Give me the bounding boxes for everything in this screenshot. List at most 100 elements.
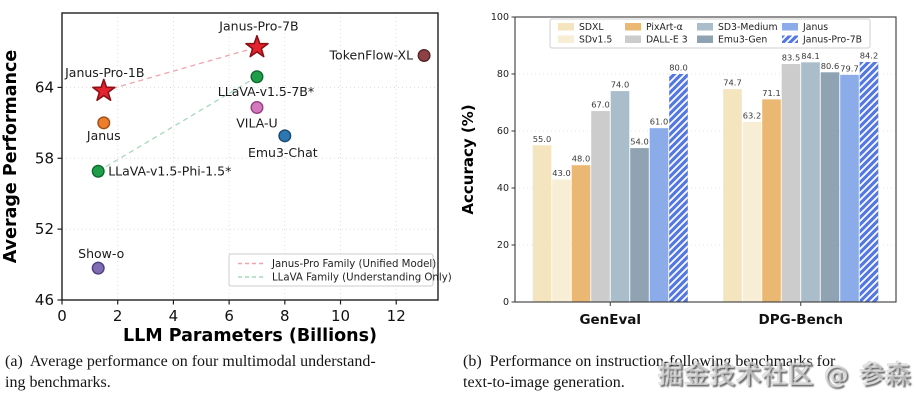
- legend-swatch-pixart-: [625, 23, 641, 31]
- y-tick-label: 0: [503, 297, 509, 308]
- bar-dpg-bench-sd3-medium: [801, 62, 820, 302]
- point-janus-label: Janus: [86, 128, 121, 143]
- watermark: 掘金技术社区 @ 参森: [658, 360, 912, 389]
- legend-label: Emu3-Gen: [718, 35, 767, 46]
- x-tick-label: 6: [224, 307, 234, 325]
- y-tick-label: 40: [497, 183, 509, 194]
- bar-value-label: 55.0: [533, 134, 551, 144]
- scatter-legend: Janus-Pro Family (Unified Model) LLaVA Fa…: [228, 253, 452, 287]
- bar-geneval-sdv1-5: [552, 179, 571, 302]
- bar-value-label: 63.2: [743, 110, 761, 120]
- legend-label: LLaVA Family (Understanding Only): [272, 273, 452, 284]
- bar-chart-instruction-following: 55.0 43.048.0 67.074.0 54.061.0 80.0 74.7 63.2…: [459, 12, 897, 328]
- point-tokenflow-xl-label: TokenFlow-XL: [329, 48, 414, 63]
- bar-geneval-sdxl: [532, 145, 552, 302]
- x-tick-label: 8: [280, 307, 290, 325]
- point-emu3-chat-label: Emu3-Chat: [248, 145, 318, 160]
- legend-box: [228, 253, 434, 287]
- x-tick-label: 10: [331, 307, 350, 325]
- bar-value-label: 43.0: [552, 168, 570, 178]
- plot-border: [61, 12, 439, 301]
- bar-geneval-janus: [649, 128, 669, 302]
- caption-a-line1: (a) Average performance on four multimod…: [5, 353, 376, 370]
- bar-legend: SDXL SDv1.5 PixArt-α DALL-E 3 SD3-Medium Emu3…: [549, 18, 871, 49]
- point-vila-u-label: VILA-U: [236, 115, 277, 130]
- plot-border: [514, 16, 897, 303]
- bar-value-label: 79.7: [840, 63, 858, 73]
- legend-swatch-sd3-medium: [697, 23, 713, 31]
- point-llava-v1-5-phi-1-5-label: LLaVA-v1.5-Phi-1.5*: [108, 163, 231, 178]
- legend-label: SDv1.5: [579, 35, 612, 46]
- point-janus-pro-1b: [92, 78, 116, 102]
- bar-dpg-bench-dall-e-3: [781, 64, 801, 303]
- y-axis-title: Average Performance: [1, 50, 21, 264]
- bar-geneval-janus-pro-7b-hatch: [669, 74, 688, 302]
- bar-value-label: 83.5: [782, 53, 800, 63]
- point-vila-u: [250, 100, 264, 114]
- legend-label: Janus: [802, 22, 828, 33]
- point-show-o-label: Show-o: [78, 246, 124, 261]
- bar-value-label: 80.0: [669, 63, 687, 73]
- legend-label: SDXL: [579, 22, 604, 33]
- legend-label: Janus-Pro-7B: [802, 35, 862, 46]
- panel-b-text-to-image: 55.0 43.0 48.0 67.0 74.0 54.0 61.0 80.0 74.7 63.2…: [458, 0, 916, 407]
- point-janus-pro-7b-label: Janus-Pro-7B: [218, 18, 298, 33]
- bar-dpg-bench-sdxl: [723, 89, 742, 302]
- point-janus: [97, 116, 111, 130]
- y-tick-label: 52: [35, 220, 54, 238]
- bar-geneval-dall-e-3: [591, 111, 610, 302]
- bars: [532, 62, 879, 303]
- axes: 0 20 40 60 80 100 GenEval DPG-Bench: [491, 12, 843, 328]
- x-tick-label: 4: [169, 307, 179, 325]
- data-points: [91, 34, 431, 275]
- family-trend-lines: [97, 46, 258, 172]
- caption-a: (a) Average performance on four multimod…: [5, 351, 455, 393]
- y-tick-label: 46: [35, 291, 54, 309]
- x-tick-label: 2: [113, 307, 123, 325]
- bar-geneval-emu3-gen: [630, 148, 649, 302]
- bar-value-label: 54.0: [630, 137, 648, 147]
- y-tick-label: 64: [35, 78, 54, 96]
- caption-b-line2: text-to-image generation.: [463, 374, 625, 391]
- legend-swatch-sdv1-5: [558, 35, 574, 43]
- point-llava-v1-5-7b: [250, 70, 264, 84]
- bar-value-label: 67.0: [591, 100, 609, 110]
- x-tick-label: 12: [387, 307, 406, 325]
- bar-value-label: 84.2: [860, 51, 878, 61]
- x-tick-label: 0: [57, 307, 67, 325]
- value-labels: 55.0 43.048.0 67.074.0 54.061.0 80.0 74.7 63.2…: [533, 51, 878, 178]
- bar-dpg-bench-sdv1-5: [742, 121, 762, 302]
- y-tick-label: 100: [491, 12, 509, 23]
- bar-dpg-bench-janus: [840, 74, 859, 302]
- panel-a-understanding: 0 2 4 6 8 10 12 46 52 58 64 LLM Parameters (Billion…: [1, 12, 455, 393]
- bar-value-label: 48.0: [572, 154, 590, 164]
- bar-value-label: 84.1: [801, 51, 819, 61]
- bar-dpg-bench-janus-pro-7b-hatch: [859, 62, 879, 302]
- bar-value-label: 61.0: [650, 117, 668, 127]
- legend-label: PixArt-α: [646, 22, 683, 33]
- point-labels: Janus-Pro-7B Janus-Pro-1B TokenFlow-XL LLaV…: [64, 18, 413, 261]
- y-tick-label: 60: [497, 126, 509, 137]
- caption-b-line1: (b) Performance on instruction-following…: [463, 353, 836, 370]
- legend-label: Janus-Pro Family (Unified Model): [271, 259, 436, 270]
- legend-swatch-sdxl: [558, 23, 574, 31]
- point-tokenflow-xl: [417, 49, 431, 63]
- bar-dpg-bench-pixart-: [762, 99, 781, 303]
- bar-geneval-pixart-: [571, 165, 591, 302]
- legend-swatch-emu3-gen: [697, 35, 713, 43]
- y-tick-label: 20: [497, 240, 509, 251]
- bar-value-label: 74.0: [611, 80, 629, 90]
- y-tick-label: 58: [35, 149, 54, 167]
- legend-label: SD3-Medium: [718, 22, 778, 33]
- legend-label: DALL-E 3: [646, 35, 688, 46]
- point-llava-v1-5-7b-label: LLaVA-v1.5-7B*: [218, 84, 314, 99]
- category-label: GenEval: [579, 312, 641, 328]
- point-llava-v1-5-phi-1-5: [91, 164, 105, 178]
- bar-value-label: 71.1: [762, 88, 780, 98]
- legend-swatch-dall-e-3: [625, 35, 641, 43]
- x-axis-title: LLM Parameters (Billions): [123, 326, 377, 346]
- point-janus-pro-7b: [245, 34, 269, 58]
